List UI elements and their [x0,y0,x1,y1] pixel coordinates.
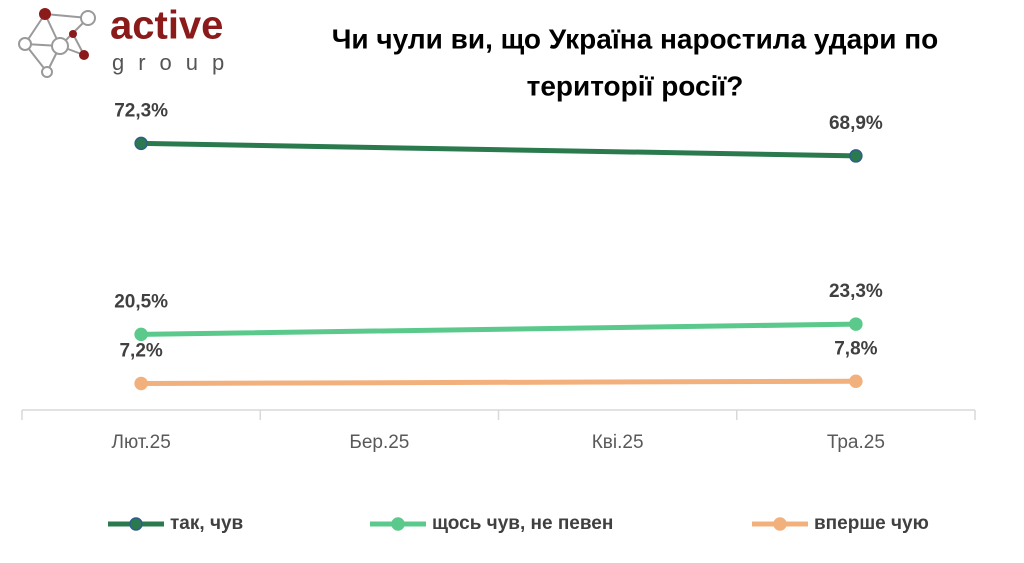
logo-icon [18,8,96,78]
data-point [134,376,148,391]
data-label: 7,2% [119,340,162,361]
legend-swatch [773,517,787,531]
data-label: 7,8% [834,338,877,359]
chart-title: території росії? [527,70,744,101]
logo-sub: group [112,50,238,75]
data-point [849,149,863,163]
x-tick-label: Тра.25 [827,432,885,453]
legend-swatch [129,517,143,531]
data-label: 72,3% [114,100,168,121]
series-line [138,378,859,386]
legend-swatch [391,517,405,531]
data-point [849,374,863,388]
data-point [134,136,148,151]
legend-label: вперше чую [814,513,929,534]
logo-name: active [110,4,223,48]
series-line [138,321,859,337]
x-tick-label: Бер.25 [349,432,409,453]
x-tick-label: Лют.25 [111,432,170,453]
data-label: 20,5% [114,291,168,312]
series-line [138,140,859,159]
data-point [134,327,148,342]
x-tick-label: Кві.25 [592,432,644,453]
legend-label: щось чув, не певен [432,513,613,534]
legend-label: так, чув [170,513,243,534]
chart-title: Чи чули ви, що Україна наростила удари п… [332,23,939,54]
data-label: 68,9% [829,113,883,134]
data-label: 23,3% [829,281,883,302]
data-point [849,317,863,331]
